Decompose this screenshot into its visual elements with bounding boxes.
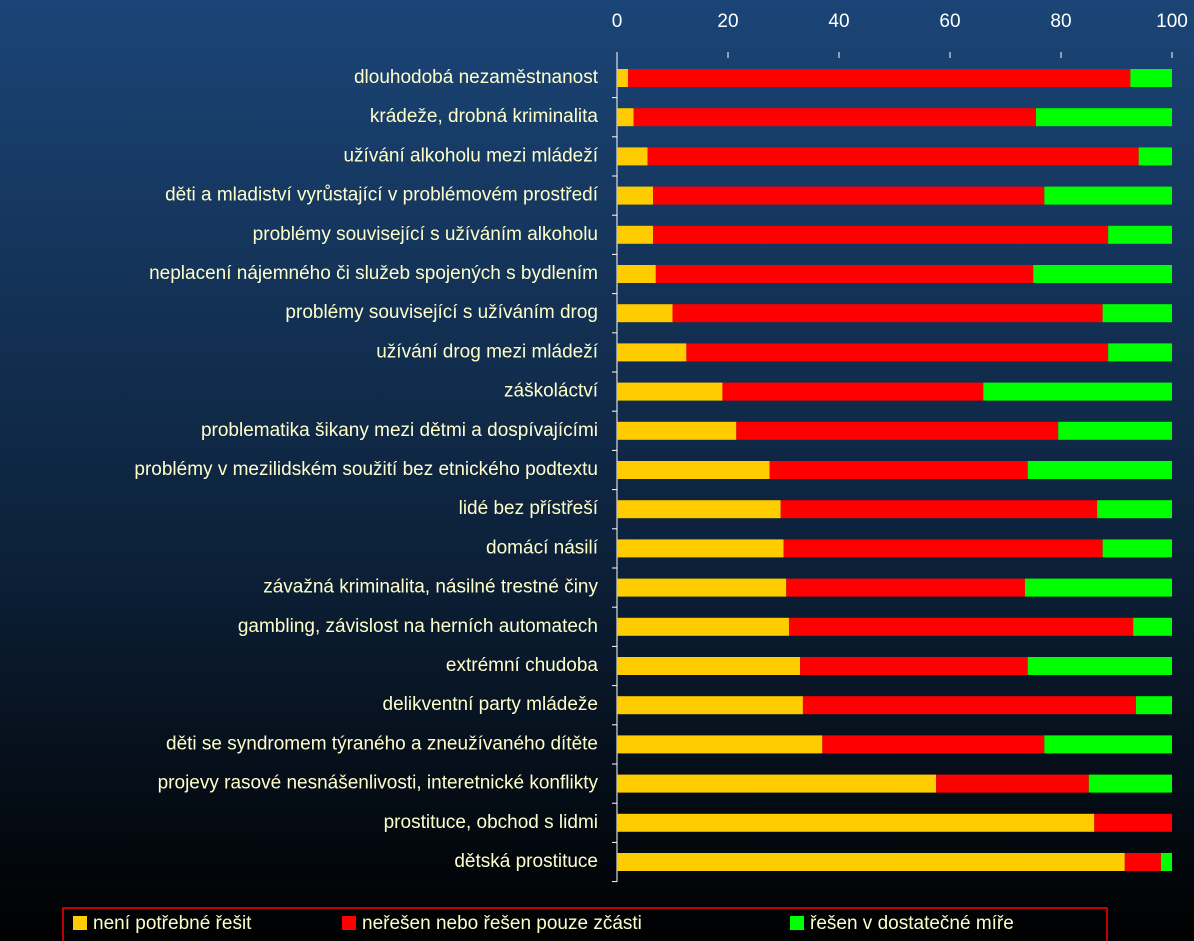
bar-segment (617, 421, 737, 440)
x-tick-label: 80 (1050, 11, 1071, 32)
bar-segment (1088, 774, 1172, 793)
legend-box (62, 907, 1108, 941)
bar-segment (617, 853, 1125, 871)
bar-segment (1108, 225, 1172, 244)
legend-label: neřešen nebo řešen pouze zčásti (362, 913, 642, 934)
bar-segment (655, 265, 1034, 283)
bar-segment (1033, 265, 1172, 283)
bar-segment (800, 657, 1028, 675)
bar-segment (617, 657, 801, 675)
legend-swatch (790, 916, 804, 930)
bar-segment (617, 461, 770, 479)
x-tick-label: 20 (717, 11, 738, 32)
bar-segment (1130, 69, 1172, 87)
bar-segment (1044, 186, 1172, 205)
y-tick-label: neplacení nájemného či služeb spojených … (149, 263, 598, 284)
y-tick-label: lidé bez přístřeší (459, 498, 599, 519)
y-tick-label: závažná kriminalita, násilné trestné čin… (263, 577, 598, 598)
y-tick-label: problémy související s užíváním alkoholu (253, 224, 598, 245)
bar-segment (617, 225, 654, 244)
y-tick-label: dětská prostituce (454, 851, 598, 872)
legend-swatch (73, 916, 87, 930)
bar-segment (653, 225, 1109, 244)
bar-segment (617, 813, 1095, 832)
bar-segment (672, 304, 1103, 323)
bar-segment (1036, 108, 1172, 127)
y-tick-label: děti a mladiství vyrůstající v problémov… (165, 185, 599, 206)
y-tick-label: problémy související s užíváním drog (285, 302, 598, 323)
bar-segment (1124, 853, 1161, 871)
bar-segment (1160, 853, 1172, 871)
y-tick-label: extrémní chudoba (446, 655, 599, 676)
x-tick-label: 60 (939, 11, 960, 32)
bar-segment (769, 461, 1028, 479)
bar-segment (1102, 304, 1172, 323)
bar-segment (617, 617, 790, 636)
bar-segment (617, 108, 634, 127)
bar-segment (802, 696, 1136, 715)
y-tick-label: užívání alkoholu mezi mládeží (343, 145, 598, 166)
bar-segment (653, 186, 1045, 205)
y-tick-label: krádeže, drobná kriminalita (370, 106, 599, 127)
y-tick-label: domácí násilí (486, 537, 599, 558)
bar-segment (617, 774, 937, 793)
bar-segment (1135, 696, 1172, 715)
bar-segment (617, 578, 787, 597)
y-tick-label: užívání drog mezi mládeží (376, 341, 598, 362)
bar-segment (1108, 343, 1172, 362)
legend-label: řešen v dostatečné míře (810, 913, 1014, 934)
x-tick-label: 40 (828, 11, 849, 32)
legend-label: není potřebné řešit (93, 913, 252, 934)
bar-segment (617, 265, 656, 283)
bar-segment (617, 343, 687, 362)
y-tick-label: gambling, závislost na herních automatec… (238, 616, 598, 637)
y-tick-label: problémy v mezilidském soužití bez etnic… (134, 459, 598, 480)
bar-segment (617, 500, 781, 519)
bar-segment (633, 108, 1037, 127)
y-tick-label: problematika šikany mezi dětmi a dospíva… (201, 420, 598, 441)
bar-segment (1102, 539, 1172, 558)
bar-segment (736, 421, 1059, 440)
bar-segment (617, 696, 803, 715)
bar-segment (617, 147, 648, 166)
bar-segment (617, 382, 723, 401)
bar-segment (936, 774, 1089, 793)
bar-segment (1027, 657, 1172, 675)
y-tick-label: děti se syndromem týraného a zneužívanéh… (166, 733, 598, 754)
bar-segment (1058, 421, 1172, 440)
bar-segment (1044, 735, 1172, 754)
bar-segment (983, 382, 1172, 401)
bar-segment (1138, 147, 1172, 166)
bar-segment (722, 382, 984, 401)
bar-segment (1133, 617, 1172, 636)
bar-segment (1027, 461, 1172, 479)
bar-segment (789, 617, 1134, 636)
bar-segment (617, 735, 823, 754)
x-tick-label: 100 (1156, 11, 1188, 32)
bar-segment (1094, 813, 1172, 832)
bar-segment (783, 539, 1103, 558)
bar-segment (786, 578, 1025, 597)
bar-segment (617, 539, 784, 558)
bar-segment (617, 304, 673, 323)
y-tick-label: delikventní party mládeže (383, 694, 598, 715)
y-tick-label: prostituce, obchod s lidmi (384, 812, 598, 833)
bar-segment (686, 343, 1109, 362)
bar-segment (1097, 500, 1172, 519)
bar-segment (647, 147, 1139, 166)
legend-swatch (342, 916, 356, 930)
y-tick-label: projevy rasové nesnášenlivosti, interetn… (158, 773, 599, 794)
bar-segment (617, 186, 654, 205)
x-tick-label: 0 (612, 11, 623, 32)
y-tick-label: záškoláctví (504, 381, 599, 402)
bar-segment (780, 500, 1098, 519)
bar-segment (617, 69, 629, 87)
bar-segment (1024, 578, 1172, 597)
bar-segment (822, 735, 1045, 754)
y-tick-label: dlouhodobá nezaměstnanost (354, 67, 599, 88)
bar-segment (628, 69, 1131, 87)
